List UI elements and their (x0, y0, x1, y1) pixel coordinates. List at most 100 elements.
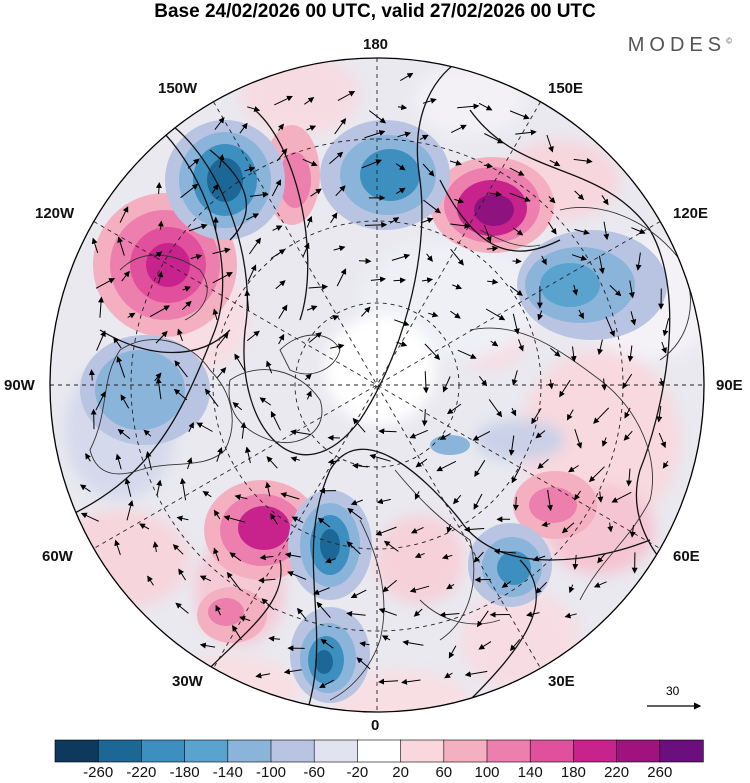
wind-vector (216, 332, 229, 348)
wind-vector (358, 258, 372, 265)
wind-vector (510, 407, 517, 417)
wind-vector (414, 491, 421, 500)
wind-vector (174, 360, 188, 378)
wind-vector (271, 179, 281, 197)
wind-vector (120, 394, 130, 409)
wind-vectors (79, 72, 670, 688)
wind-vector (173, 388, 188, 401)
wind-vector (601, 378, 608, 391)
wind-vector (658, 377, 665, 387)
wind-vector (369, 453, 391, 462)
wind-vector (381, 635, 391, 641)
wind-vector (361, 306, 371, 317)
wind-vector (464, 670, 488, 678)
wind-vector (116, 356, 126, 378)
wind-vector (95, 391, 106, 411)
wind-vector (218, 153, 225, 168)
wind-vector (376, 498, 391, 505)
wind-vector (493, 548, 516, 555)
wind-vector (448, 645, 457, 659)
wind-vector (564, 612, 577, 619)
wind-vector (436, 460, 457, 472)
wind-vector (658, 432, 667, 449)
wind-vector (446, 583, 455, 590)
wind-vector (473, 551, 484, 563)
wind-vector (124, 477, 132, 497)
colorbar-swatch (616, 739, 661, 763)
wind-vector (156, 479, 163, 497)
wind-vector (337, 91, 356, 102)
wind-vector (397, 104, 408, 111)
wind-vector (446, 524, 453, 534)
wind-vector (593, 581, 607, 588)
wind-vector (532, 555, 546, 562)
colorbar-swatch (184, 739, 229, 763)
wind-vector (283, 668, 302, 675)
wind-vector (391, 253, 411, 261)
wind-vector (454, 197, 465, 204)
colorbar-swatch (227, 739, 272, 763)
wind-vector (537, 458, 549, 469)
wind-vector (511, 466, 522, 484)
wind-vector (574, 490, 582, 501)
colorbar-swatch (443, 739, 488, 763)
wind-vector (378, 678, 399, 685)
wind-vector (609, 285, 622, 297)
wind-vector (421, 409, 428, 427)
wind-vector (484, 225, 492, 243)
wind-vector (259, 397, 272, 406)
wind-vector (635, 252, 642, 271)
wind-vector (88, 369, 95, 381)
wind-vector (383, 540, 399, 552)
wind-vector (308, 332, 322, 343)
wind-vector (229, 552, 242, 562)
wind-vector (275, 280, 286, 290)
wind-vector (463, 526, 485, 533)
wind-vector (246, 213, 260, 221)
longitude-label-180: 180 (363, 36, 389, 53)
longitude-label-60e: 60E (673, 548, 700, 565)
colorbar (54, 739, 704, 763)
wind-vector (145, 451, 152, 471)
wind-vector (419, 134, 429, 141)
colorbar-swatch (486, 739, 531, 763)
wind-vector (572, 554, 579, 570)
wind-vector (261, 598, 275, 611)
negative-anomaly-small-siberia (430, 435, 470, 455)
wind-vector (548, 196, 556, 204)
wind-vector (393, 277, 406, 284)
colorbar-tick-label: 140 (517, 764, 543, 781)
wind-vector (356, 657, 371, 670)
map-disk (50, 58, 704, 712)
wind-vector (176, 515, 189, 522)
wind-vector (570, 346, 577, 363)
wind-vector (515, 129, 537, 136)
wind-vector (394, 319, 410, 327)
wind-vector (304, 97, 315, 105)
wind-vector (114, 539, 121, 556)
wind-vector (214, 117, 225, 130)
wind-vector (368, 110, 386, 124)
reference-vector-label: 30 (666, 684, 680, 698)
wind-vector (490, 340, 499, 347)
wind-vector (627, 345, 634, 362)
wind-vector (364, 130, 386, 139)
wind-vector (317, 517, 331, 528)
wind-vector (350, 499, 363, 506)
wind-vector (426, 253, 433, 262)
wind-vector (240, 421, 247, 439)
wind-vector (291, 516, 304, 524)
wind-vector (306, 125, 317, 131)
wind-vector (313, 587, 330, 595)
wind-vector (413, 608, 423, 617)
negative-anomaly-east-siberia (517, 230, 667, 340)
wind-vector (457, 349, 477, 359)
wind-vector (234, 353, 246, 372)
wind-vector (149, 305, 170, 318)
wind-vector (526, 611, 540, 618)
colorbar-tick-label: -100 (255, 764, 287, 781)
wind-vector (181, 300, 192, 311)
wind-vector (397, 131, 412, 138)
wind-vector (248, 237, 261, 255)
